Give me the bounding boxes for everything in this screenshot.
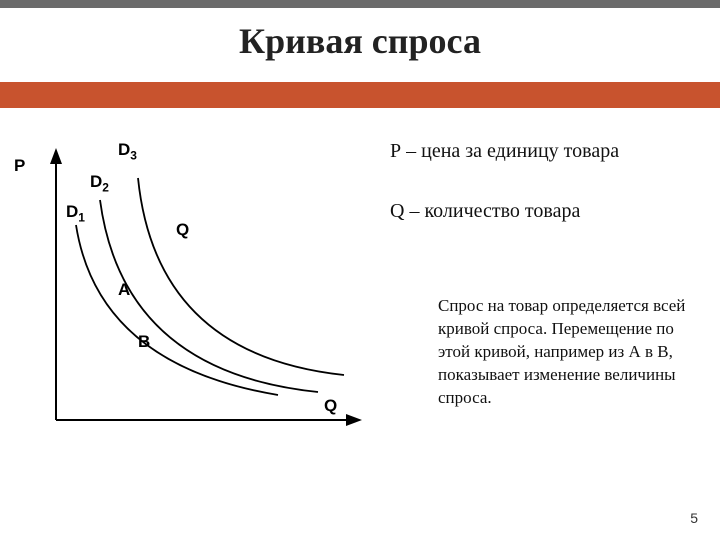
curve-label-d1: D1	[66, 202, 85, 224]
accent-bar	[0, 82, 720, 108]
point-label-b: B	[138, 332, 150, 352]
definition-q: Q – количество товара	[390, 200, 690, 223]
point-label-q: Q	[176, 220, 189, 240]
point-label-a: A	[118, 280, 130, 300]
curve-label-d2: D2	[90, 172, 109, 194]
d2-letter: D	[90, 172, 102, 191]
definition-p: Р – цена за единицу товара	[390, 140, 690, 163]
d3-letter: D	[118, 140, 130, 159]
curve-d3	[138, 178, 344, 375]
description-paragraph: Спрос на товар определяется всей кривой …	[438, 295, 696, 410]
curve-d1	[76, 225, 278, 395]
x-axis-arrow	[346, 414, 362, 426]
slide-title: Кривая спроса	[0, 20, 720, 62]
y-axis-arrow	[50, 148, 62, 164]
d1-sub: 1	[78, 210, 85, 224]
axis-label-q: Q	[324, 396, 337, 416]
d2-sub: 2	[102, 180, 109, 194]
page-number: 5	[690, 510, 698, 526]
demand-chart: P D3 D2 D1 Q A B Q	[18, 140, 378, 460]
slide: Кривая спроса P D3 D2 D1 Q A B Q	[0, 0, 720, 540]
top-gray-bar	[0, 0, 720, 8]
d3-sub: 3	[130, 148, 137, 162]
curve-label-d3: D3	[118, 140, 137, 162]
axis-label-p: P	[14, 156, 25, 176]
d1-letter: D	[66, 202, 78, 221]
